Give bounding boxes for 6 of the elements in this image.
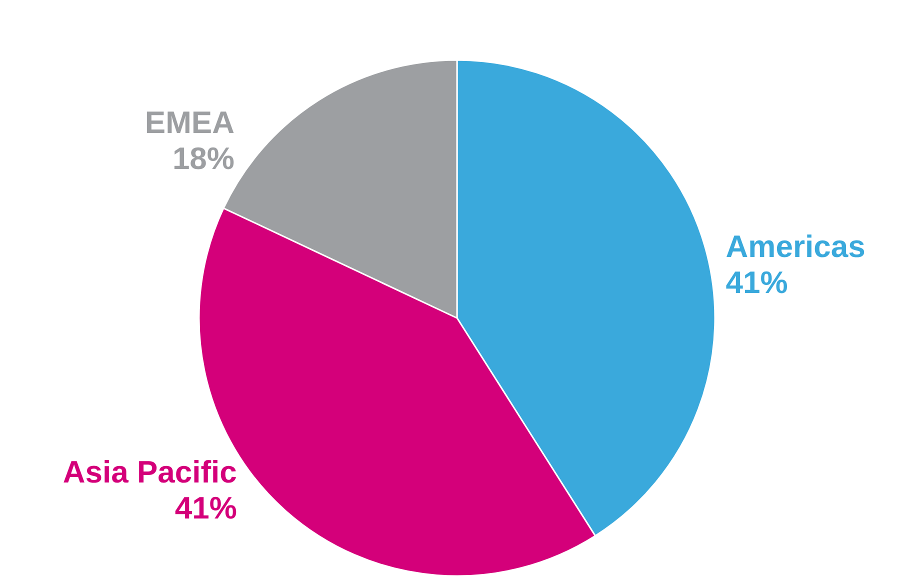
data-label: 41% [174, 490, 237, 526]
data-label: 18% [172, 140, 234, 176]
slice-label: Asia Pacific [62, 454, 237, 490]
data-label: 41% [726, 264, 788, 300]
slice-label: EMEA [144, 104, 234, 140]
slice-label: Americas [726, 228, 866, 264]
